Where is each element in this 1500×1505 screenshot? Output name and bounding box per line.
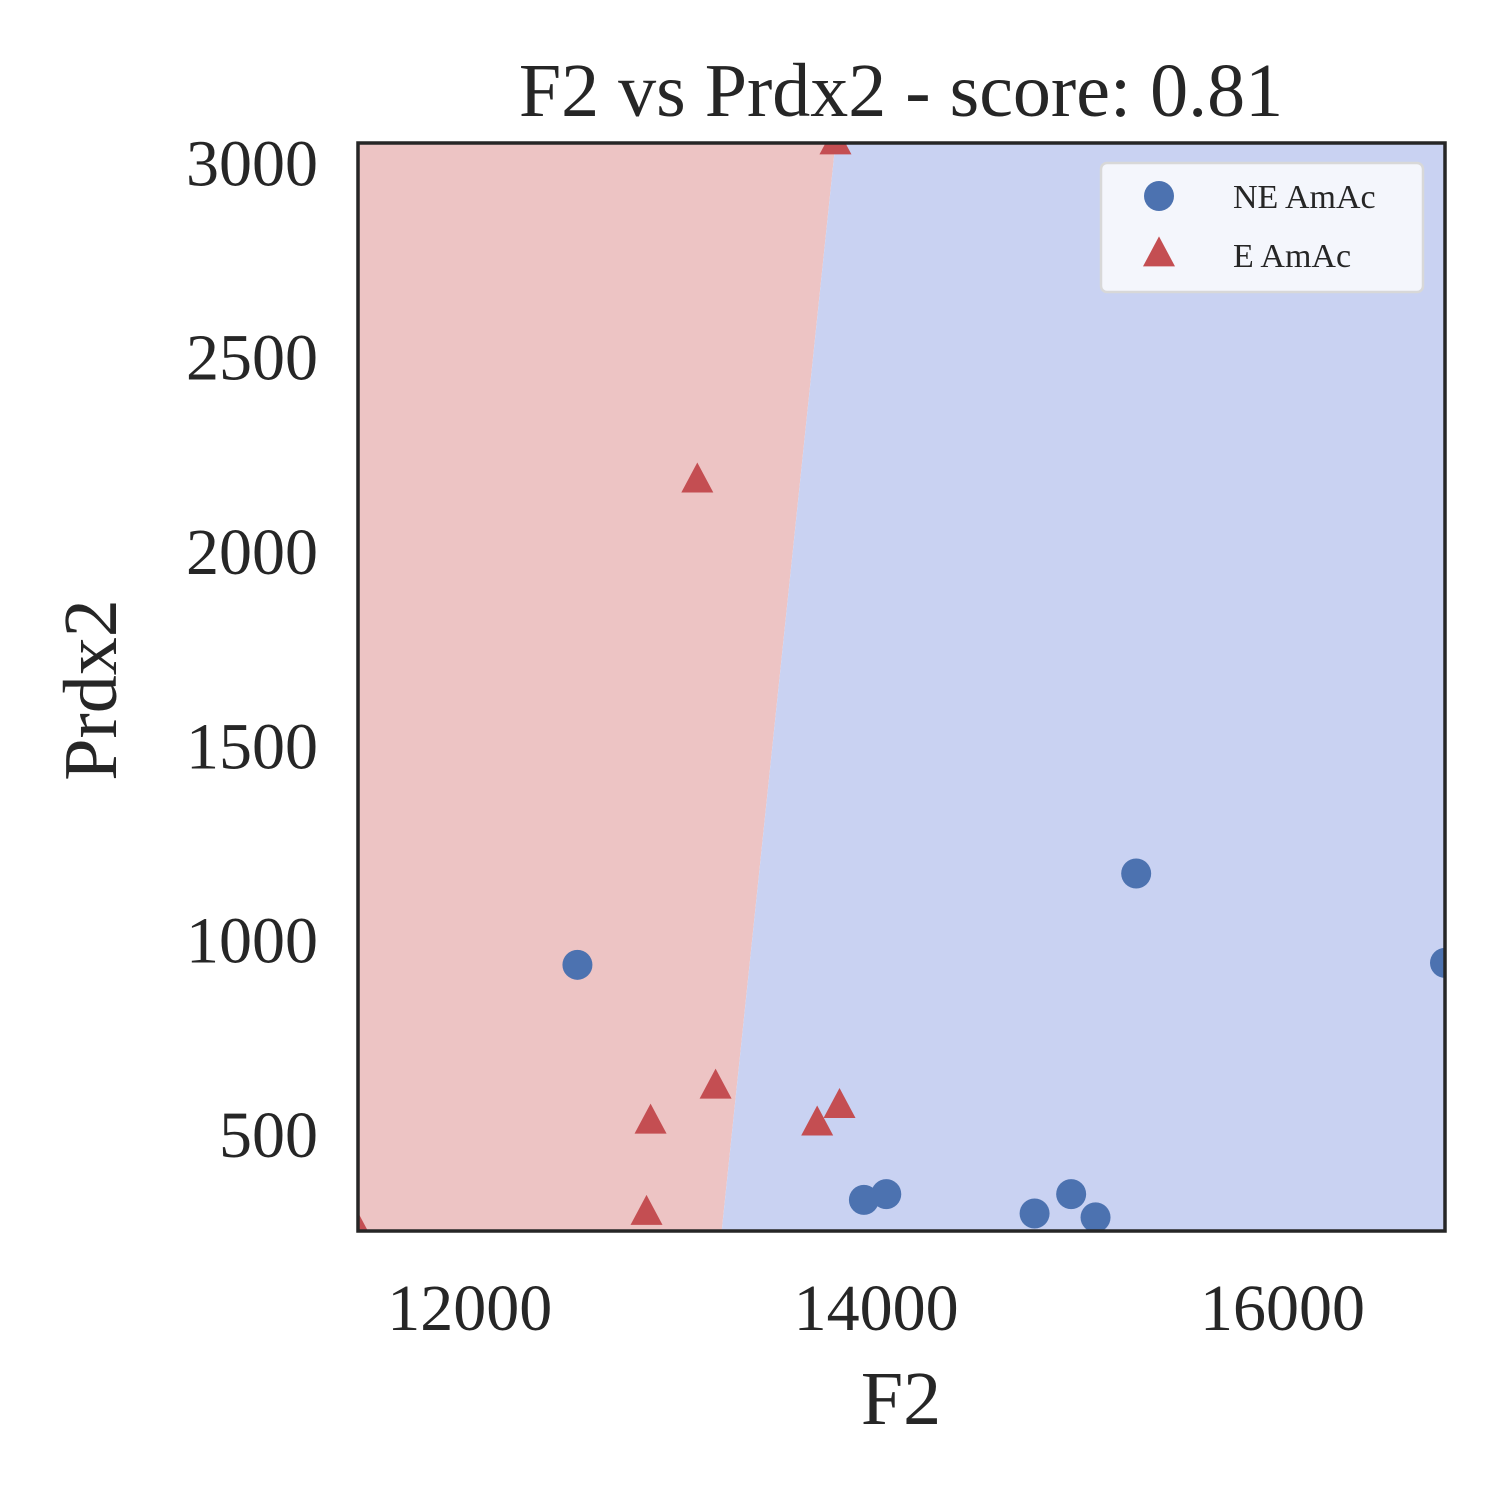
plot-frame: [356, 141, 1447, 1233]
y-tick-label: 1500: [186, 710, 318, 783]
decision-region-ne: [721, 143, 1445, 1231]
y-axis-label: Prdx2: [49, 599, 133, 781]
legend: NE AmAc E AmAc: [1099, 161, 1425, 294]
x-axis-ticks: 12000 14000 16000: [387, 1272, 1365, 1345]
ne-point-4: [1056, 1179, 1087, 1210]
e-point-5: [801, 1105, 834, 1136]
chart-title: F2 vs Prdx2 - score: 0.81: [519, 49, 1283, 133]
y-tick-label: 3000: [186, 127, 318, 200]
ne-point-0: [562, 949, 593, 980]
e-point-2: [699, 1068, 732, 1099]
x-tick-label: 12000: [387, 1272, 552, 1345]
ne-point-5: [1080, 1202, 1111, 1231]
e-point-7: [358, 1212, 368, 1231]
legend-box: [1099, 161, 1425, 294]
e-point-0: [819, 143, 852, 155]
ne-point-7: [1430, 947, 1445, 978]
legend-marker-e: [1143, 236, 1175, 267]
x-tick-label: 14000: [794, 1272, 959, 1345]
e-point-3: [634, 1103, 667, 1134]
x-tick-label: 16000: [1200, 1272, 1365, 1345]
x-axis-label: F2: [861, 1357, 941, 1441]
legend-marker-ne: [1144, 181, 1174, 211]
ne-point-6: [1121, 858, 1152, 889]
y-tick-label: 1000: [186, 905, 318, 978]
e-point-6: [823, 1088, 856, 1119]
plot-area: [356, 141, 1447, 1233]
y-axis-ticks: 500 1000 1500 2000 2500 3000: [186, 127, 318, 1171]
e-point-4: [630, 1194, 663, 1225]
y-tick-label: 2000: [186, 516, 318, 589]
y-tick-label: 2500: [186, 322, 318, 395]
e-point-1: [681, 462, 714, 493]
y-tick-label: 500: [219, 1099, 318, 1172]
ne-point-3: [1019, 1198, 1050, 1229]
ne-point-2: [871, 1179, 902, 1210]
plot-clip-group: [358, 143, 1445, 1231]
series-e-amac: [358, 143, 856, 1231]
series-ne-amac: [562, 858, 1445, 1231]
legend-label: E AmAc: [1233, 238, 1351, 275]
legend-label: NE AmAc: [1233, 179, 1376, 216]
decision-region-e: [358, 143, 836, 1231]
